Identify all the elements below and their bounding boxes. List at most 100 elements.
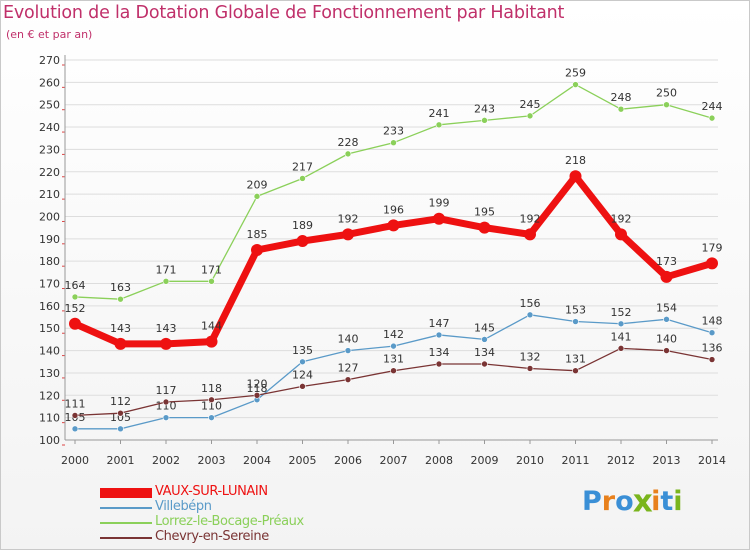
data-point — [253, 391, 261, 399]
data-label: 134 — [474, 346, 495, 359]
data-label: 233 — [383, 125, 404, 138]
data-point — [69, 317, 81, 330]
data-point — [478, 221, 491, 234]
series-lorrez-le-bocage-pr-aux: 164 163 171 171 209 217 228 233 241 243 245 259 248 2… — [65, 67, 723, 303]
x-tick-label: 2011 — [562, 454, 590, 467]
x-tick-label: 2003 — [198, 454, 226, 467]
x-tick-label: 2008 — [425, 454, 453, 467]
data-point — [71, 293, 79, 301]
data-point — [299, 383, 306, 390]
data-point — [435, 121, 443, 129]
y-tick-label: 110 — [39, 412, 60, 425]
data-label: 163 — [110, 281, 131, 294]
y-tick-label: 100 — [39, 434, 60, 447]
data-point — [342, 228, 354, 241]
data-label: 192 — [338, 212, 359, 225]
data-point — [524, 228, 536, 241]
data-point — [617, 345, 625, 352]
x-tick-label: 2006 — [334, 454, 362, 467]
data-label: 192 — [611, 212, 632, 225]
data-point — [160, 337, 172, 350]
data-label: 111 — [65, 397, 86, 410]
x-tick-label: 2009 — [471, 454, 499, 467]
data-point — [708, 114, 716, 122]
proxiti-logo: Proxiti — [582, 484, 683, 520]
data-label: 140 — [338, 333, 359, 346]
x-tick-label: 2014 — [698, 454, 726, 467]
data-label: 148 — [702, 315, 723, 328]
data-point — [299, 175, 306, 182]
data-point — [572, 318, 579, 325]
data-point — [663, 101, 670, 109]
data-label: 185 — [247, 228, 268, 241]
data-label: 110 — [201, 400, 222, 413]
y-tick-label: 200 — [39, 210, 60, 223]
data-point — [481, 336, 488, 343]
data-label: 118 — [201, 382, 222, 395]
data-point — [117, 295, 124, 303]
x-tick-label: 2012 — [607, 454, 635, 467]
data-label: 154 — [656, 301, 677, 314]
data-point — [569, 170, 582, 183]
series-vaux-sur-lunain: 152 143 143 144 185 189 192 196 199 195 192 218 192 1… — [65, 154, 723, 350]
data-point — [390, 139, 397, 147]
data-label: 143 — [110, 322, 131, 335]
data-point — [117, 425, 124, 433]
data-point — [708, 356, 716, 363]
data-label: 152 — [65, 302, 86, 315]
data-point — [663, 315, 670, 323]
y-tick-label: 240 — [39, 121, 60, 134]
data-point — [162, 398, 170, 406]
data-label: 250 — [656, 87, 677, 100]
data-point — [296, 235, 309, 248]
data-point — [481, 117, 488, 124]
y-tick-label: 160 — [39, 300, 60, 313]
y-tick-label: 130 — [39, 367, 60, 380]
data-point — [205, 335, 218, 348]
data-label: 152 — [611, 306, 632, 319]
data-point — [706, 257, 718, 270]
data-point — [663, 347, 670, 354]
data-label: 171 — [156, 263, 177, 276]
legend-label: Villebépn — [155, 499, 212, 514]
legend-swatch — [100, 488, 152, 498]
data-point — [162, 277, 170, 285]
data-point — [71, 425, 79, 433]
y-tick-label: 270 — [39, 54, 60, 67]
x-tick-label: 2000 — [61, 454, 89, 467]
x-tick-label: 2010 — [516, 454, 544, 467]
x-tick-label: 2007 — [380, 454, 408, 467]
chart-title: Evolution de la Dotation Globale de Fonc… — [3, 3, 565, 23]
data-label: 195 — [474, 206, 495, 219]
logo-letter: i — [651, 486, 661, 517]
data-label: 112 — [110, 395, 131, 408]
data-label: 243 — [474, 102, 495, 115]
data-point — [208, 277, 215, 285]
y-tick-label: 170 — [39, 278, 60, 291]
data-point — [251, 244, 263, 256]
data-label: 127 — [338, 362, 359, 375]
data-label: 228 — [338, 136, 359, 149]
data-label: 244 — [702, 100, 723, 113]
data-point — [162, 414, 170, 421]
y-tick-label: 260 — [39, 76, 60, 89]
data-label: 135 — [292, 344, 313, 357]
y-tick-label: 230 — [39, 143, 60, 156]
data-point — [114, 337, 127, 350]
data-label: 171 — [201, 263, 222, 276]
data-point — [617, 105, 625, 113]
data-point — [526, 112, 534, 120]
data-point — [481, 360, 488, 368]
data-label: 134 — [429, 346, 450, 359]
x-tick-label: 2005 — [289, 454, 317, 467]
data-point — [344, 347, 352, 354]
data-point — [572, 81, 579, 88]
data-label: 156 — [520, 297, 541, 310]
data-label: 245 — [520, 98, 541, 111]
data-label: 144 — [201, 320, 222, 333]
legend-label: Lorrez-le-Bocage-Préaux — [155, 514, 304, 529]
data-point — [526, 311, 534, 319]
y-tick-label: 150 — [39, 322, 60, 335]
